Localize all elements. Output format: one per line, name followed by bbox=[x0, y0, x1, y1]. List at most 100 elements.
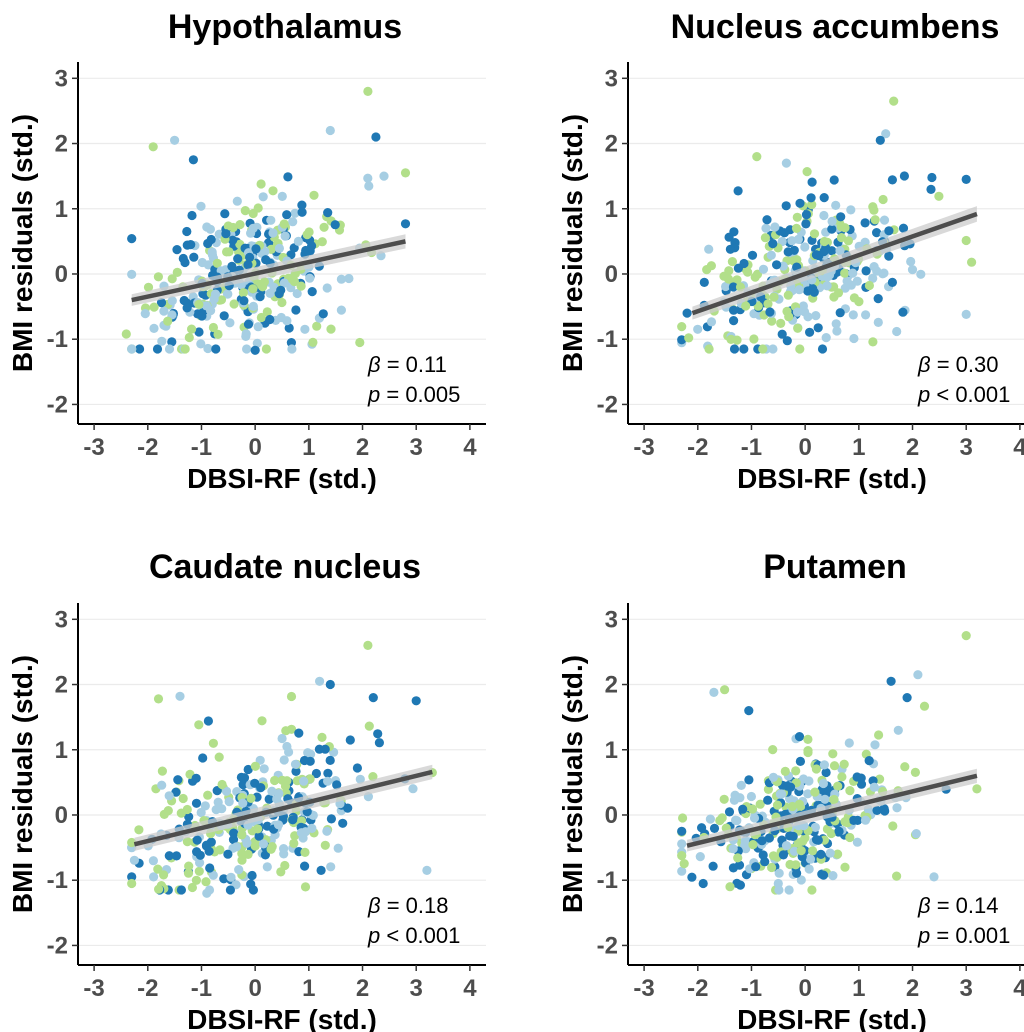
data-point bbox=[157, 766, 167, 776]
x-tick-label: 0 bbox=[798, 975, 811, 1002]
data-point bbox=[297, 200, 307, 210]
data-point bbox=[268, 186, 278, 196]
data-point bbox=[846, 205, 856, 215]
y-tick-label: 2 bbox=[55, 131, 68, 158]
data-point bbox=[179, 295, 189, 306]
data-point bbox=[248, 301, 258, 311]
data-point bbox=[238, 780, 248, 790]
data-point bbox=[720, 685, 730, 695]
data-point bbox=[874, 730, 884, 740]
data-point bbox=[219, 874, 229, 884]
data-point bbox=[767, 316, 777, 326]
y-tick-label: 3 bbox=[55, 606, 68, 633]
data-point bbox=[180, 344, 190, 354]
data-point bbox=[318, 309, 328, 319]
data-point bbox=[778, 850, 789, 860]
data-point bbox=[323, 776, 333, 786]
panel-2: -2 -1 0 1 2 3 -3 -2 -1 0 1 2 3 4 Nucleus accumbens DBSI… bbox=[557, 8, 1024, 494]
data-point bbox=[228, 835, 239, 845]
data-point bbox=[243, 260, 253, 270]
data-point bbox=[732, 335, 742, 345]
data-point bbox=[336, 274, 346, 284]
y-tick-label: 0 bbox=[605, 802, 618, 829]
beta-annotation: β = 0.30 bbox=[917, 352, 998, 377]
data-point bbox=[724, 232, 734, 242]
data-point bbox=[289, 243, 299, 253]
data-point bbox=[363, 640, 373, 651]
data-point bbox=[679, 859, 689, 869]
data-point bbox=[868, 337, 878, 347]
data-point bbox=[153, 694, 164, 704]
data-point bbox=[836, 233, 847, 243]
data-point bbox=[243, 319, 254, 329]
data-point bbox=[239, 296, 249, 306]
data-point bbox=[704, 344, 714, 354]
x-tick-label: -2 bbox=[687, 975, 708, 1002]
data-point bbox=[898, 307, 908, 317]
data-point bbox=[821, 767, 831, 778]
data-point bbox=[840, 817, 850, 827]
y-tick-label: 2 bbox=[605, 131, 618, 158]
x-tick-label: 2 bbox=[356, 975, 369, 1002]
data-point bbox=[226, 872, 236, 882]
data-point bbox=[794, 285, 804, 295]
data-point bbox=[849, 815, 859, 826]
x-tick-label: 2 bbox=[906, 434, 919, 461]
data-point bbox=[239, 773, 250, 783]
data-point bbox=[290, 208, 300, 218]
data-point bbox=[739, 258, 749, 269]
data-point bbox=[163, 806, 173, 816]
data-point bbox=[293, 236, 303, 246]
data-point bbox=[738, 804, 748, 814]
data-point bbox=[279, 755, 289, 765]
data-point bbox=[836, 212, 846, 222]
data-point bbox=[687, 872, 697, 882]
data-point bbox=[796, 875, 806, 885]
data-point bbox=[886, 676, 896, 686]
y-tick-label: 2 bbox=[55, 672, 68, 699]
data-point bbox=[274, 243, 284, 253]
data-point bbox=[246, 793, 256, 804]
data-point bbox=[363, 173, 373, 183]
data-point bbox=[219, 311, 229, 321]
data-point bbox=[884, 226, 894, 236]
x-tick-label: -1 bbox=[741, 434, 762, 461]
data-point bbox=[317, 237, 327, 247]
data-point bbox=[224, 797, 234, 807]
data-point bbox=[311, 768, 321, 779]
data-point bbox=[140, 309, 150, 319]
data-point bbox=[677, 826, 687, 836]
data-point bbox=[178, 793, 188, 804]
p-annotation: p = 0.005 bbox=[367, 382, 460, 407]
data-point bbox=[927, 172, 937, 183]
data-point bbox=[286, 691, 297, 702]
data-point bbox=[760, 233, 771, 243]
data-point bbox=[740, 836, 750, 846]
data-point bbox=[187, 324, 197, 334]
data-point bbox=[911, 829, 921, 839]
data-point bbox=[730, 790, 740, 800]
data-point bbox=[286, 724, 297, 734]
data-point bbox=[232, 196, 242, 206]
data-point bbox=[245, 252, 255, 262]
data-point bbox=[198, 289, 208, 299]
x-axis-label: DBSI-RF (std.) bbox=[187, 1004, 377, 1032]
y-axis-label: BMI residuals (std.) bbox=[7, 114, 38, 372]
data-point bbox=[818, 870, 829, 880]
data-point bbox=[811, 764, 822, 774]
beta-annotation: β = 0.11 bbox=[367, 352, 447, 377]
data-point bbox=[752, 152, 762, 162]
data-point bbox=[873, 294, 883, 304]
data-point bbox=[721, 281, 731, 292]
data-point bbox=[242, 344, 252, 354]
beta-value: = 0.30 bbox=[931, 352, 999, 377]
data-point bbox=[810, 822, 821, 833]
data-point bbox=[149, 302, 159, 312]
data-point bbox=[333, 843, 343, 853]
data-point bbox=[870, 215, 880, 225]
p-annotation: p < 0.001 bbox=[367, 923, 460, 948]
data-point bbox=[203, 716, 213, 726]
data-point bbox=[289, 276, 299, 287]
y-tick-label: 3 bbox=[605, 65, 618, 92]
data-point bbox=[804, 864, 814, 874]
